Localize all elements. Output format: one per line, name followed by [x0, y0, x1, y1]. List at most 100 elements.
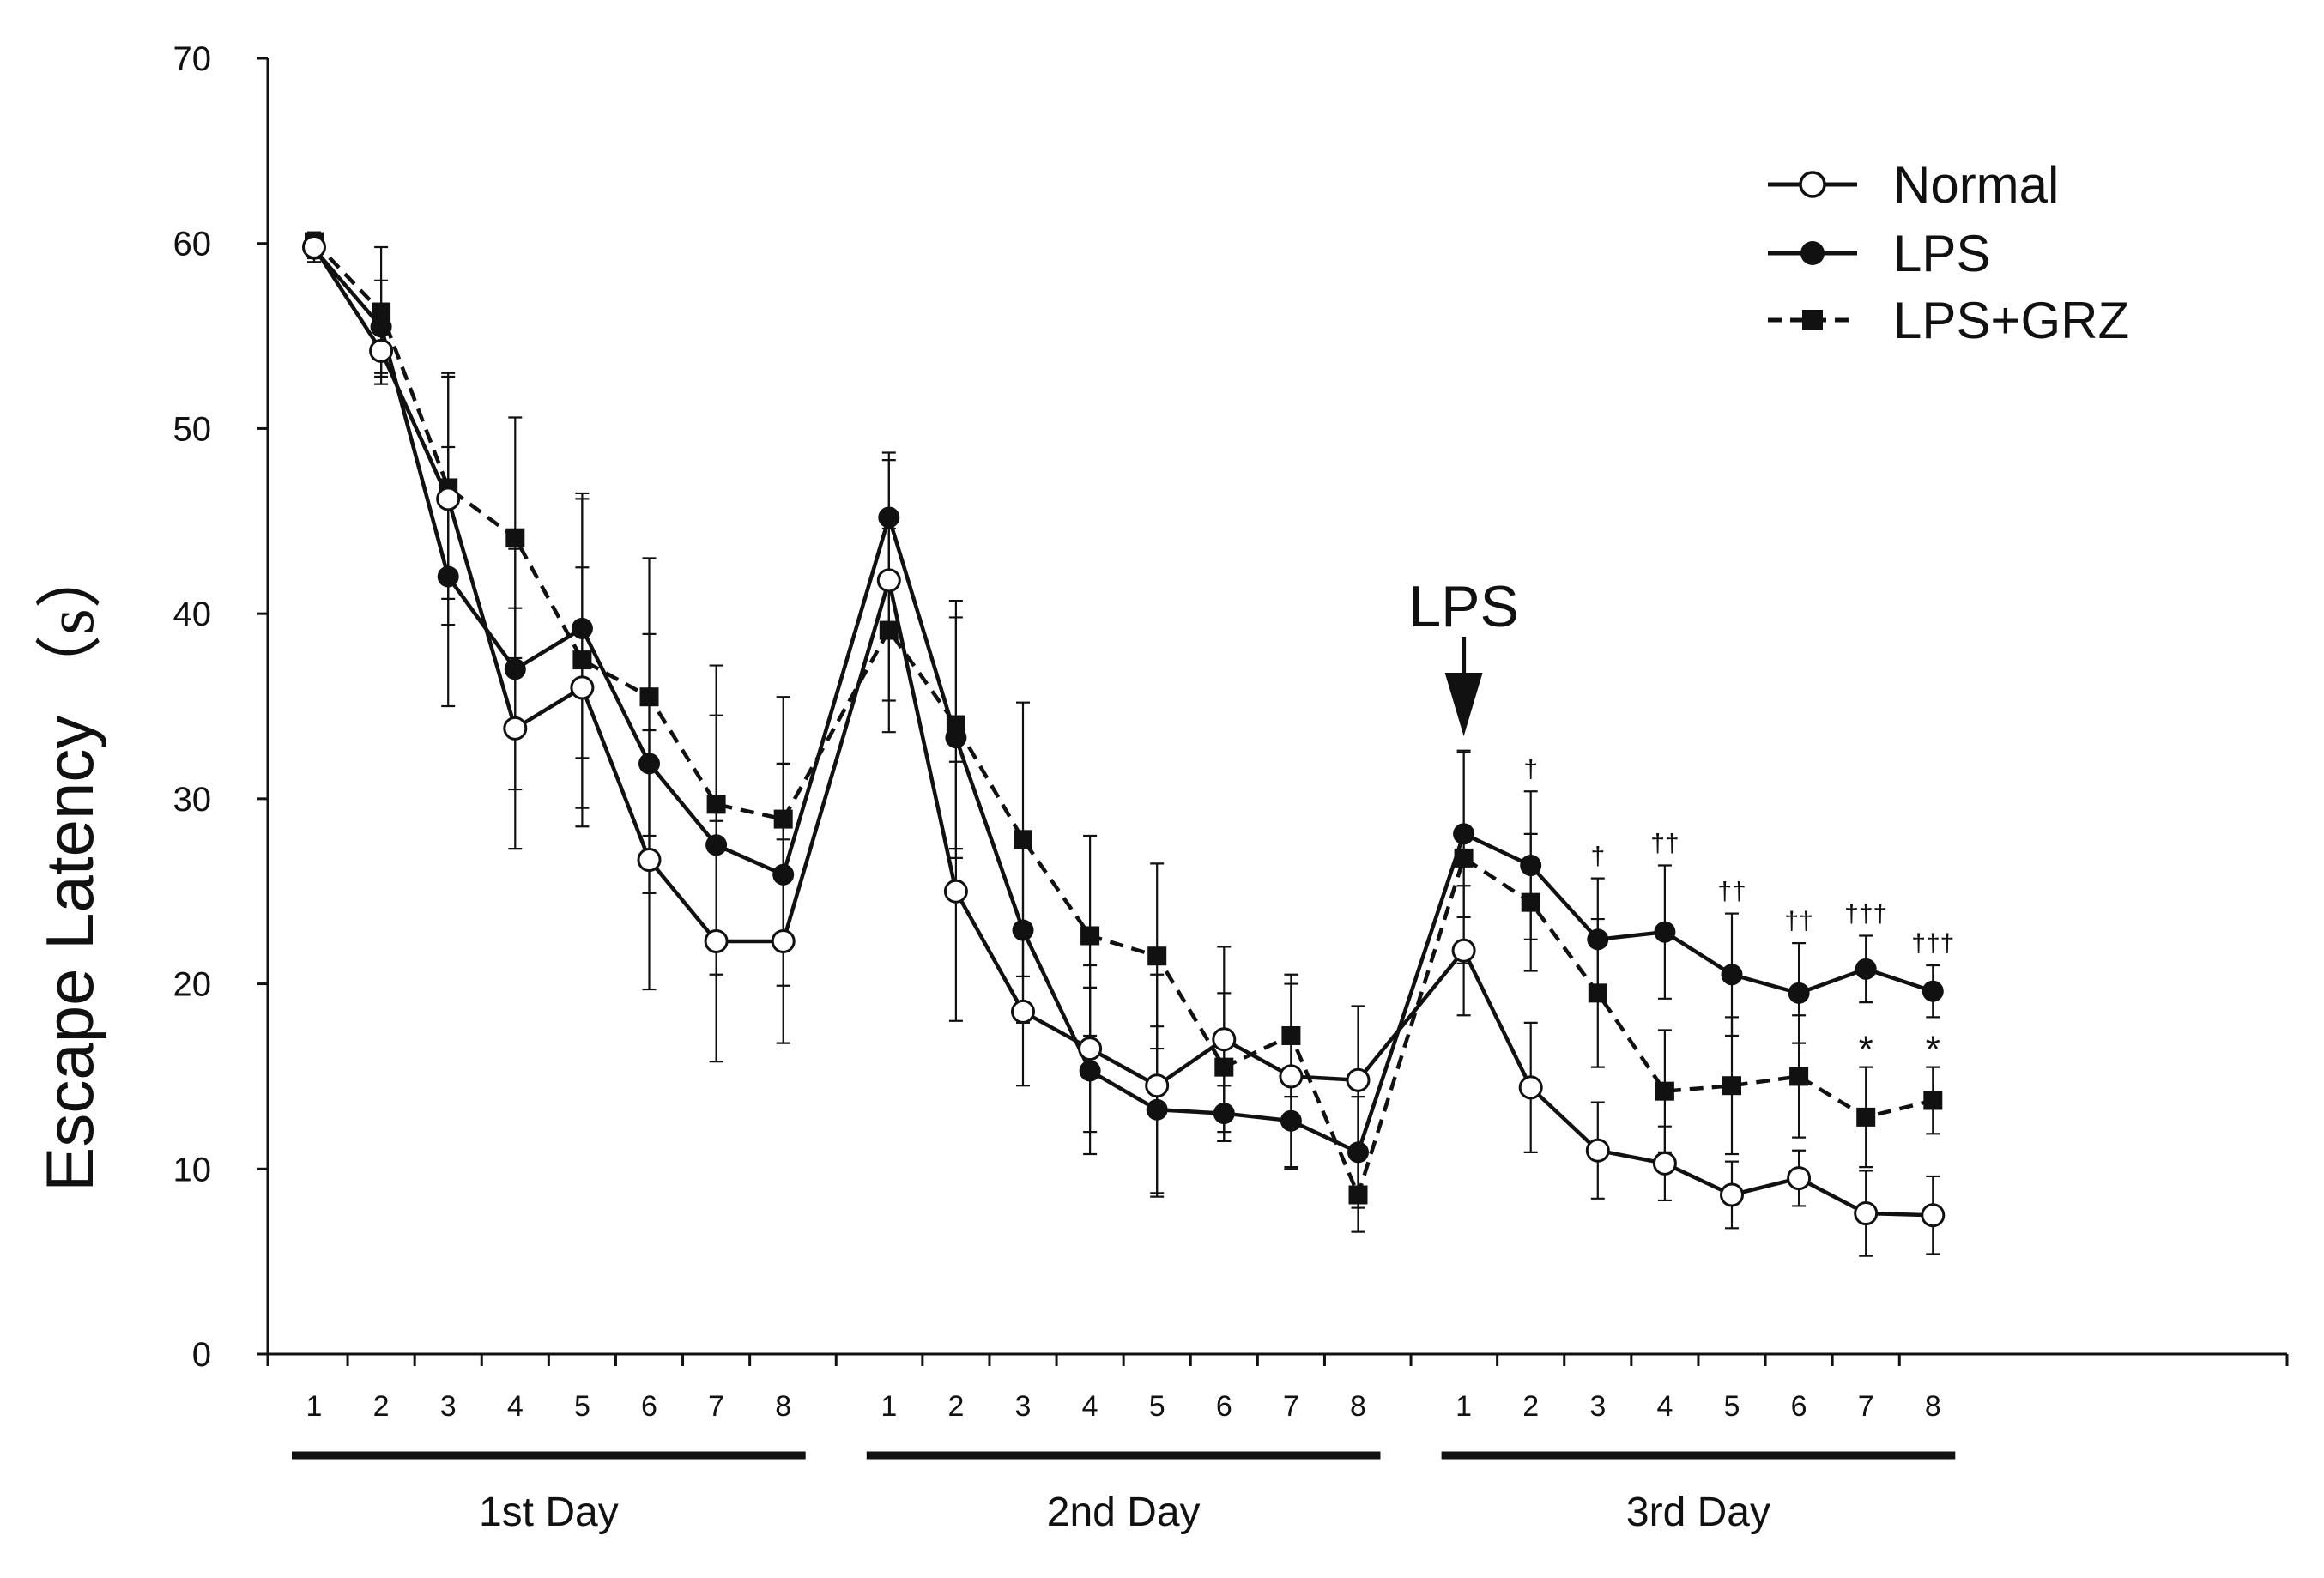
x-tick-label: 3 — [1015, 1390, 1032, 1423]
y-axis-label-text: Escape Latency — [32, 716, 107, 1192]
data-point — [943, 879, 968, 904]
x-tick-label: 2 — [373, 1390, 390, 1423]
legend-label: LPS — [1893, 225, 1990, 282]
data-point — [1520, 855, 1542, 877]
x-tick-label: 5 — [574, 1390, 590, 1423]
y-axis-label-unit: （s） — [33, 541, 107, 701]
data-point — [1518, 1075, 1543, 1100]
data-point — [369, 338, 394, 363]
data-point — [1346, 1067, 1371, 1092]
significance-mark-lps: † — [1523, 755, 1538, 783]
data-point — [1921, 1203, 1946, 1228]
data-point — [1720, 1182, 1744, 1207]
data-point — [1147, 946, 1167, 966]
legend: Normal LPS LPS+GRZ — [1768, 156, 2129, 349]
x-tick-label: 7 — [708, 1390, 724, 1423]
series-line — [312, 247, 1934, 1155]
series-layer — [302, 231, 1946, 1257]
legend-marker — [1800, 241, 1825, 265]
legend-item-lps-grz: LPS+GRZ — [1768, 292, 2129, 349]
legend-item-normal: Normal — [1768, 156, 2059, 214]
y-tick-label: 70 — [173, 40, 212, 78]
y-tick-label: 10 — [173, 1151, 212, 1188]
data-point — [1922, 980, 1944, 1002]
x-tick-label: 5 — [1724, 1390, 1740, 1423]
x-tick-label: 2 — [947, 1390, 964, 1423]
significance-mark-lps: ††† — [1911, 929, 1954, 958]
significance-mark-lps: † — [1590, 843, 1605, 871]
x-tick-label: 7 — [1283, 1390, 1299, 1423]
data-point — [637, 848, 662, 873]
x-tick-label: 6 — [641, 1390, 657, 1423]
y-tick-label: 0 — [192, 1336, 211, 1374]
data-point — [1279, 1064, 1304, 1089]
data-point — [1654, 921, 1676, 943]
data-point — [1011, 999, 1035, 1024]
data-point — [1854, 1201, 1879, 1226]
data-point — [1453, 823, 1475, 845]
data-point — [771, 928, 796, 953]
legend-item-lps: LPS — [1768, 225, 1990, 282]
data-point — [1078, 1037, 1103, 1061]
x-tick-label: 3 — [1589, 1390, 1606, 1423]
day-label: 1st Day — [479, 1490, 619, 1535]
x-tick-label: 8 — [1350, 1390, 1366, 1423]
x-tick-label: 5 — [1149, 1390, 1165, 1423]
data-point — [704, 928, 729, 953]
data-point — [1145, 1073, 1170, 1098]
data-point — [1451, 938, 1476, 963]
data-point — [1923, 1091, 1943, 1110]
data-point — [1212, 1027, 1237, 1052]
x-tick-label: 3 — [440, 1390, 457, 1423]
y-tick-label: 40 — [173, 596, 212, 633]
significance-mark-grz: * — [1926, 1029, 1940, 1071]
data-point — [945, 727, 967, 749]
x-tick-label: 4 — [507, 1390, 524, 1423]
series-lps-grz — [305, 231, 1943, 1233]
data-point — [570, 675, 595, 700]
x-tick-label: 4 — [1082, 1390, 1098, 1423]
significance-mark-grz: * — [1859, 1029, 1873, 1071]
axes: 0 10 20 30 40 50 60 70 1 2 3 4 5 6 7 8 1st Day 1 2 3 4 5 6 7 8 2n… — [173, 40, 2289, 1535]
significance-mark-lps: †† — [1717, 878, 1746, 906]
day-label: 3rd Day — [1626, 1490, 1770, 1535]
x-tick-label: 1 — [306, 1390, 323, 1423]
legend-label: LPS+GRZ — [1893, 292, 2129, 349]
data-point — [1587, 928, 1609, 951]
legend-marker — [1802, 310, 1823, 330]
data-point — [876, 568, 901, 593]
x-tick-label: 4 — [1656, 1390, 1673, 1423]
x-tick-label: 1 — [1456, 1390, 1472, 1423]
data-point — [1788, 982, 1810, 1004]
x-tick-label: 6 — [1791, 1390, 1807, 1423]
y-tick-label: 60 — [173, 226, 212, 263]
data-point — [503, 716, 528, 741]
y-tick-label: 20 — [173, 966, 212, 1004]
data-point — [1655, 1081, 1674, 1101]
day-label: 2nd Day — [1047, 1490, 1201, 1535]
x-tick-label: 7 — [1858, 1390, 1874, 1423]
significance-mark-lps: ††† — [1844, 899, 1887, 928]
data-point — [505, 528, 525, 547]
y-axis-label: Escape Latency （s） — [32, 541, 107, 1191]
data-point — [1652, 1151, 1677, 1176]
x-tick-label: 6 — [1216, 1390, 1232, 1423]
data-point — [1787, 1166, 1812, 1191]
significance-mark-lps: †† — [1650, 830, 1679, 858]
series-line — [312, 245, 1934, 1218]
series-lps — [303, 238, 1944, 1209]
y-tick-label: 50 — [173, 410, 212, 448]
data-point — [1789, 1067, 1809, 1086]
data-point — [1855, 958, 1877, 980]
lps-arrow-head — [1444, 673, 1483, 736]
x-tick-label: 8 — [775, 1390, 791, 1423]
data-point — [1080, 926, 1100, 946]
data-point — [436, 487, 461, 511]
significance-mark-lps: †† — [1784, 907, 1813, 935]
y-axis-label-group: Escape Latency （s） — [32, 541, 107, 1191]
data-point — [1856, 1107, 1876, 1127]
data-point — [1012, 919, 1034, 941]
x-tick-label: 1 — [881, 1390, 897, 1423]
series-line — [312, 240, 1934, 1197]
